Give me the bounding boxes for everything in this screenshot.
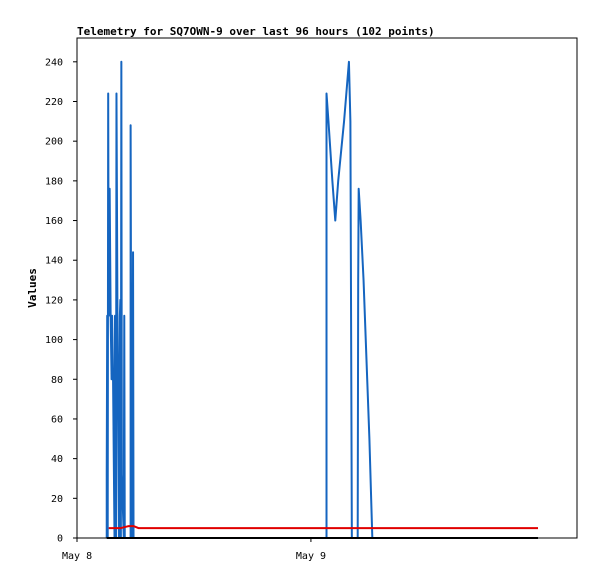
x-tick-label: May 8 xyxy=(62,551,92,562)
y-tick-label: 20 xyxy=(51,494,63,505)
y-tick-label: 40 xyxy=(51,454,63,465)
series-line-1 xyxy=(108,525,539,530)
y-tick-label: 60 xyxy=(51,414,63,425)
y-tick-label: 180 xyxy=(45,176,63,187)
y-axis: 0 20 40 60 80 100 120 140 160 180 200 220 240 xyxy=(45,57,77,545)
y-tick-label: 80 xyxy=(51,375,63,386)
y-tick-label: 140 xyxy=(45,256,63,267)
y-tick-label: 200 xyxy=(45,137,63,148)
y-tick-label: 0 xyxy=(57,534,63,545)
y-tick-label: 120 xyxy=(45,295,63,306)
y-axis-label: Values xyxy=(26,268,39,308)
y-tick-label: 240 xyxy=(45,57,63,68)
y-tick-label: 160 xyxy=(45,216,63,227)
y-tick-label: 100 xyxy=(45,335,63,346)
x-tick-label: May 9 xyxy=(296,551,326,562)
y-tick-label: 220 xyxy=(45,97,63,108)
x-axis: May 8 May 9 xyxy=(62,538,326,562)
chart-title: Telemetry for SQ7OWN-9 over last 96 hour… xyxy=(77,25,435,38)
plot-frame xyxy=(76,37,578,539)
